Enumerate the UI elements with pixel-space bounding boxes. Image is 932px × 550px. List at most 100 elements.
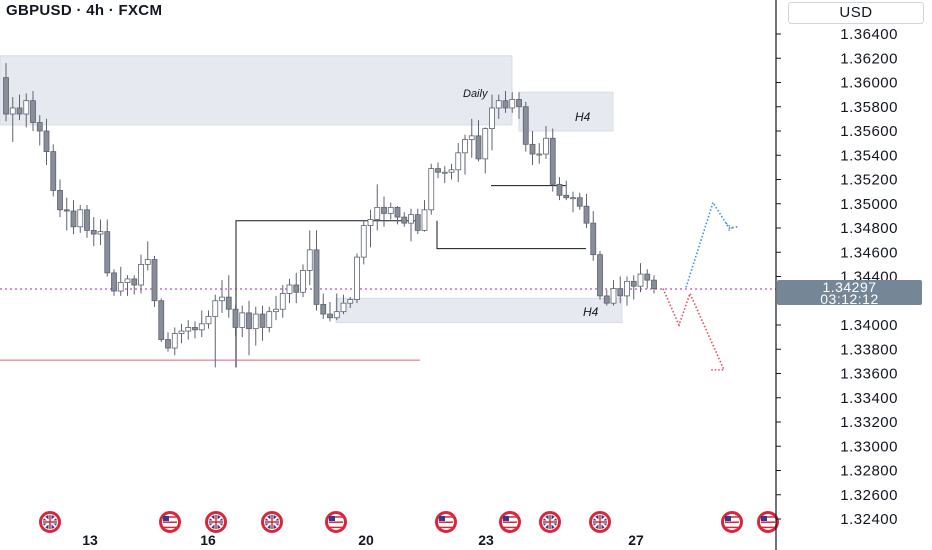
candle — [111, 269, 117, 296]
candle-body — [205, 316, 212, 325]
us-flag-icon — [325, 511, 347, 533]
candle — [239, 305, 246, 338]
drawings-layer — [0, 185, 776, 371]
candle — [9, 97, 16, 142]
candle-body — [435, 168, 441, 173]
candle-body — [266, 311, 273, 328]
projection-up-head — [725, 222, 734, 233]
y-tick-label: 1.35000 — [840, 196, 898, 213]
candle-body — [232, 308, 239, 328]
candle — [543, 126, 549, 159]
candle — [205, 310, 212, 329]
candle — [360, 220, 367, 265]
candle — [131, 275, 138, 295]
candle-body — [3, 77, 9, 115]
candle — [192, 321, 198, 339]
candle-body — [617, 288, 624, 297]
last-price-value: 1.34297 — [822, 278, 877, 295]
y-tick-label: 1.34600 — [840, 244, 898, 261]
candle-body — [198, 323, 205, 331]
candle — [367, 209, 374, 248]
candle-body — [583, 205, 590, 224]
candle — [259, 305, 266, 341]
candle — [232, 305, 239, 336]
candle-body — [570, 197, 576, 200]
candle — [610, 280, 617, 306]
candle — [63, 197, 70, 231]
candle-body — [36, 122, 43, 132]
candle-body — [131, 278, 138, 286]
zone-daily-0 — [0, 55, 513, 126]
candle — [43, 118, 50, 165]
candle-body — [63, 209, 70, 212]
candle-body — [286, 284, 293, 294]
candle-body — [590, 222, 597, 256]
candle-body — [117, 282, 124, 292]
candle-body — [360, 225, 367, 258]
zone-label: Daily — [463, 88, 489, 100]
candle — [306, 230, 313, 285]
candle-body — [482, 128, 489, 160]
candle-body — [610, 288, 617, 304]
candle-body — [151, 259, 158, 302]
candle-body — [637, 273, 644, 287]
zones-layer: Daily H4 H4 — [0, 55, 623, 324]
candle-body — [70, 210, 77, 228]
candle-body — [124, 278, 131, 283]
candle — [124, 275, 131, 296]
x-tick-label: 23 — [478, 532, 494, 548]
candle-body — [401, 216, 408, 224]
y-tick-label: 1.34000 — [840, 317, 898, 334]
candle — [198, 310, 205, 338]
projection-up-arrow — [685, 200, 739, 288]
candle-body — [246, 312, 252, 330]
candle-body — [50, 151, 57, 191]
events-layer — [39, 511, 779, 533]
candle — [617, 276, 624, 304]
candle — [556, 177, 563, 201]
zone-h4-1 — [518, 91, 614, 132]
candle-body — [252, 313, 259, 330]
zone-h4-2 — [335, 297, 623, 324]
candle-body — [428, 168, 435, 211]
y-tick-label: 1.36400 — [840, 26, 898, 43]
x-axis-layer: 13 16 20 23 27 — [82, 532, 644, 548]
candle — [644, 269, 651, 289]
candle — [428, 163, 435, 215]
candle — [435, 162, 441, 179]
candle-body — [293, 284, 300, 293]
candle — [576, 192, 583, 210]
candle-body — [320, 303, 327, 315]
candle — [651, 275, 657, 294]
candle — [219, 280, 225, 313]
candle — [50, 144, 57, 197]
candle-body — [414, 214, 421, 231]
candle-body — [576, 197, 583, 207]
candle — [90, 217, 97, 247]
y-tick-label: 1.36200 — [840, 50, 898, 67]
x-tick-label: 20 — [358, 532, 374, 548]
candle — [347, 297, 354, 309]
candle — [178, 323, 185, 344]
us-flag-icon — [757, 511, 779, 533]
candle-body — [489, 107, 495, 129]
candle — [3, 63, 9, 122]
candle — [138, 254, 144, 294]
candle-body — [408, 214, 414, 224]
candle — [468, 118, 475, 158]
x-tick-label: 16 — [200, 532, 216, 548]
candle — [441, 166, 448, 184]
currency-label[interactable]: USD — [788, 2, 924, 24]
us-flag-icon — [435, 511, 457, 533]
candle-body — [448, 169, 455, 173]
candle-body — [313, 249, 320, 305]
candle — [266, 306, 273, 333]
price-axis[interactable]: 1.36400 1.36200 1.36000 1.35800 1.35600 1.354… — [775, 0, 898, 550]
candle-body — [441, 171, 448, 174]
candle — [549, 128, 556, 192]
candle-body — [522, 106, 529, 145]
candle — [246, 300, 252, 356]
candle-body — [327, 313, 333, 319]
candle — [401, 212, 408, 227]
